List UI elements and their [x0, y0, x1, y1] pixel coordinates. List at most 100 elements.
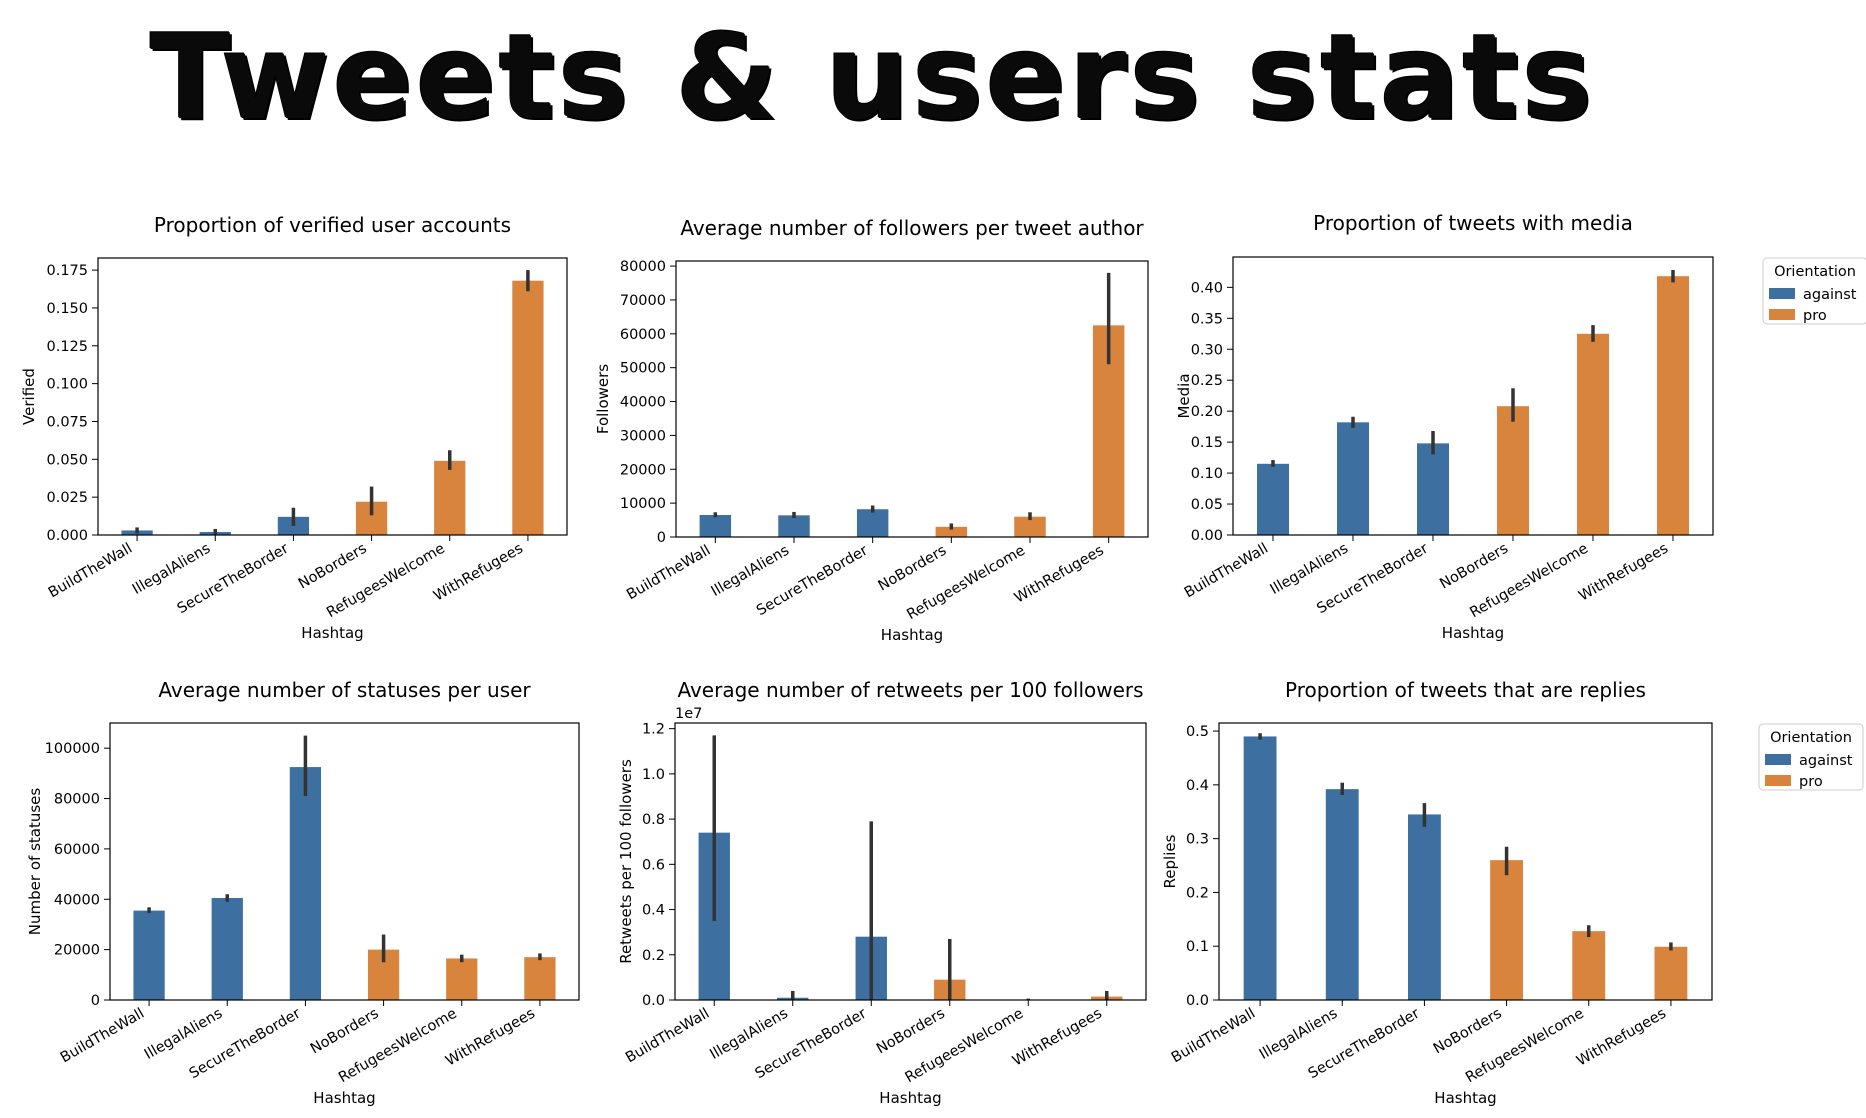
bar-against-BuildTheWall: [133, 910, 165, 1000]
legend: Orientation against pro: [1762, 257, 1866, 325]
bar-against-IllegalAliens: [1325, 789, 1359, 1000]
y-tick-label: 80000: [54, 792, 100, 808]
y-tick-label: 0.35: [1191, 311, 1223, 327]
x-axis-label: Hashtag: [313, 1089, 375, 1107]
bar-against-SecureTheBorder: [289, 767, 322, 1000]
legend-swatch-against: [1769, 288, 1795, 299]
x-axis-label: Hashtag: [879, 1089, 941, 1107]
bar-pro-WithRefugees: [512, 280, 544, 535]
y-tick-label: 20000: [620, 462, 666, 478]
y-tick-label: 0.025: [46, 490, 88, 506]
chart-title: Proportion of tweets with media: [1313, 211, 1633, 235]
bar-pro-RefugeesWelcome: [1572, 931, 1606, 1000]
y-offset-label: 1e7: [675, 706, 702, 722]
bar-against-BuildTheWall: [699, 514, 732, 537]
y-tick-label: 0.1: [1186, 939, 1209, 955]
chart-title: Average number of retweets per 100 follo…: [677, 678, 1143, 702]
y-tick-label: 0.050: [46, 452, 88, 468]
x-tick-label: NoBorders: [308, 1006, 382, 1058]
y-tick-label: 0.075: [46, 414, 88, 430]
y-axis-label: Replies: [1161, 834, 1179, 888]
y-tick-label: 0.10: [1191, 466, 1223, 482]
x-tick-label: WithRefugees: [1576, 541, 1671, 605]
bar-against-IllegalAliens: [1337, 422, 1369, 535]
y-tick-label: 0.2: [1186, 885, 1209, 901]
plot-frame: [97, 257, 568, 536]
y-tick-label: 0.000: [46, 528, 88, 544]
plot-frame: [1218, 722, 1713, 1001]
x-tick-label: BuildTheWall: [58, 1006, 147, 1067]
legend: Orientation against pro: [1758, 723, 1864, 791]
chart-panel-5: Average number of retweets per 100 follo…: [617, 678, 1147, 1107]
y-tick-label: 0.125: [46, 339, 88, 355]
y-tick-label: 0.4: [1186, 778, 1209, 794]
y-tick-label: 0.00: [1191, 528, 1223, 544]
bar-pro-RefugeesWelcome: [1577, 333, 1609, 535]
x-tick-label: WithRefugees: [1010, 1006, 1105, 1070]
chart-panel-2: Average number of followers per tweet au…: [594, 216, 1149, 644]
y-tick-label: 40000: [54, 892, 100, 908]
x-tick-label: NoBorders: [296, 541, 370, 593]
legend-label-pro: pro: [1799, 774, 1823, 790]
bar-against-BuildTheWall: [1257, 463, 1289, 535]
y-tick-label: 0.2: [642, 948, 665, 964]
x-tick-label: IllegalAliens: [1257, 1006, 1340, 1063]
y-tick-label: 0.150: [46, 301, 88, 317]
y-tick-label: 70000: [620, 293, 666, 309]
x-tick-label: WithRefugees: [1012, 543, 1107, 607]
y-tick-label: 0.25: [1191, 373, 1223, 389]
chart-panel-6: Proportion of tweets that are replies 0.0…: [1161, 678, 1864, 1107]
y-tick-label: 0.40: [1191, 280, 1223, 296]
page-title: Tweets & users stats: [150, 8, 1596, 146]
legend-label-against: against: [1803, 287, 1857, 303]
y-tick-label: 10000: [620, 496, 666, 512]
legend-frame: [1762, 257, 1866, 325]
chart-title: Proportion of tweets that are replies: [1285, 678, 1646, 702]
bar-pro-WithRefugees: [1657, 276, 1689, 535]
x-tick-label: NoBorders: [876, 543, 950, 595]
y-tick-label: 0.0: [1186, 993, 1209, 1009]
y-tick-label: 1.0: [642, 767, 665, 783]
y-tick-label: 0: [91, 993, 100, 1009]
y-tick-label: 40000: [620, 395, 666, 411]
y-tick-label: 1.2: [642, 722, 665, 738]
y-tick-label: 0.5: [1186, 724, 1209, 740]
x-axis-label: Hashtag: [301, 624, 363, 642]
legend-label-pro: pro: [1803, 308, 1827, 324]
chart-title: Average number of statuses per user: [158, 678, 531, 702]
bar-pro-RefugeesWelcome: [434, 460, 466, 535]
y-tick-label: 0.20: [1191, 404, 1223, 420]
y-tick-label: 0.175: [46, 263, 88, 279]
x-tick-label: BuildTheWall: [623, 1006, 712, 1067]
y-tick-label: 0.4: [642, 903, 665, 919]
chart-panel-1: Proportion of verified user accounts 0.00…: [20, 213, 568, 642]
bar-pro-RefugeesWelcome: [1014, 516, 1046, 537]
bar-pro-RefugeesWelcome: [446, 958, 478, 1000]
bar-against-BuildTheWall: [1243, 736, 1277, 1000]
y-axis-label: Number of statuses: [26, 788, 44, 936]
y-tick-label: 60000: [620, 327, 666, 343]
x-tick-label: BuildTheWall: [624, 543, 713, 604]
y-tick-label: 0.6: [642, 857, 665, 873]
plot-frame: [109, 722, 580, 1001]
y-tick-label: 0.30: [1191, 342, 1223, 358]
legend-frame: [1758, 723, 1864, 791]
x-tick-label: WithRefugees: [443, 1006, 538, 1070]
x-tick-label: BuildTheWall: [1182, 541, 1271, 602]
chart-panel-3: Proportion of tweets with media 0.00 0.05 0…: [1175, 211, 1866, 642]
y-tick-label: 0: [657, 530, 666, 546]
x-tick-label: NoBorders: [874, 1006, 948, 1058]
plot-frame: [675, 260, 1149, 538]
chart-title: Proportion of verified user accounts: [154, 213, 511, 237]
y-tick-label: 0.05: [1191, 497, 1223, 513]
chart-panel-4: Average number of statuses per user 0 2000…: [26, 678, 580, 1107]
bar-against-SecureTheBorder: [856, 509, 889, 537]
legend-swatch-pro: [1765, 775, 1791, 786]
y-axis-label: Retweets per 100 followers: [617, 759, 635, 964]
legend-title: Orientation: [1774, 264, 1856, 280]
y-axis-label: Media: [1175, 373, 1193, 418]
plot-frame: [674, 722, 1147, 1001]
bar-pro-WithRefugees: [524, 957, 556, 1000]
x-tick-label: BuildTheWall: [46, 541, 135, 602]
